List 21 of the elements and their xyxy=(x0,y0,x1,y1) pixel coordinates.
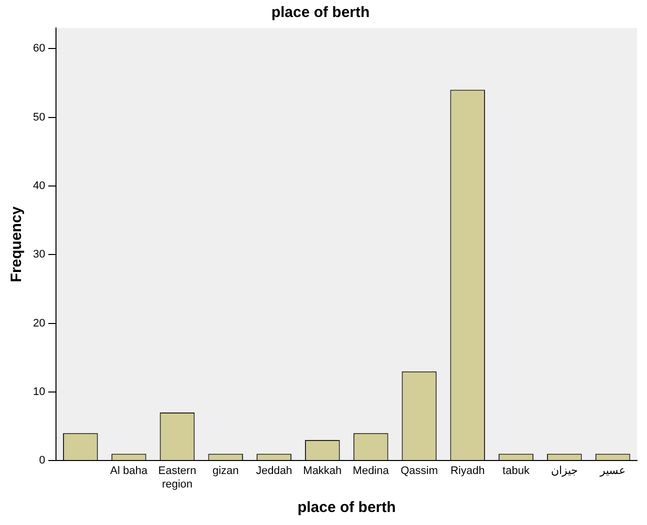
x-tick-label: Eastern region xyxy=(158,465,196,490)
y-tick-label: 30 xyxy=(32,248,46,261)
x-tick-label: tabuk xyxy=(502,465,530,478)
y-tick-label: 60 xyxy=(32,42,46,55)
x-tick-label: Jeddah xyxy=(256,465,292,478)
x-tick-label: عسير xyxy=(598,465,626,478)
y-tick-label: 10 xyxy=(32,386,46,398)
y-tick-label: 40 xyxy=(32,180,46,192)
x-tick-label: Makkah xyxy=(303,465,342,478)
x-tick-label: Medina xyxy=(352,465,390,478)
x-axis-title: place of berth xyxy=(297,499,396,516)
y-tick-label: 0 xyxy=(39,454,46,467)
x-tick-label: Riyadh xyxy=(450,465,485,478)
y-tick-label: 20 xyxy=(32,317,46,330)
x-tick-label: جيزان xyxy=(550,465,578,478)
chart-title: place of berth xyxy=(271,4,370,22)
x-tick-label: Al baha xyxy=(110,465,148,478)
x-tick-label: Qassim xyxy=(400,465,438,478)
x-tick-label: gizan xyxy=(212,465,239,478)
y-tick-label: 50 xyxy=(32,111,46,124)
y-axis-title: Frequency xyxy=(8,206,26,282)
